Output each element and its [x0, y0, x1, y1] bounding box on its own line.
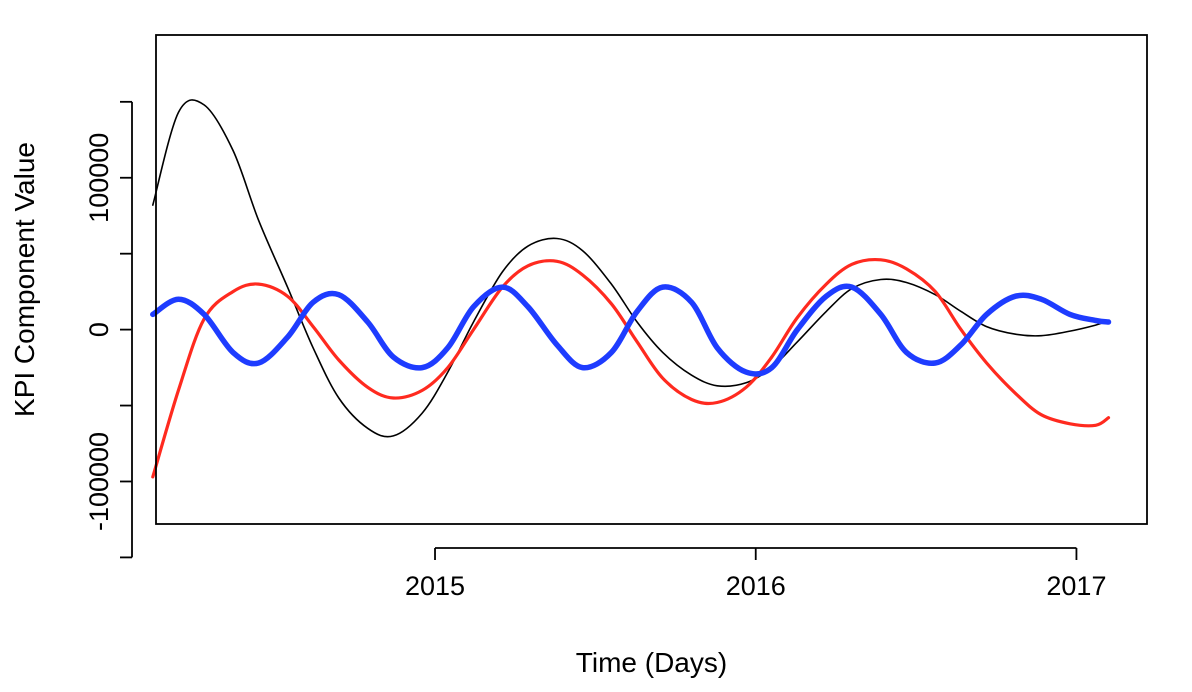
y-tick-label: 100000: [84, 133, 114, 223]
x-axis-title: Time (Days): [576, 647, 727, 678]
axis-layer: -100000 0 100000 2015 2016 2017: [84, 100, 1106, 601]
y-tick-label: -100000: [84, 432, 114, 531]
x-tick-label: 2016: [726, 571, 786, 601]
series-line-1: [152, 99, 1110, 438]
y-axis-title: KPI Component Value: [9, 142, 40, 417]
x-tick-label: 2015: [405, 571, 465, 601]
series-line-2: [151, 257, 1111, 479]
series-layer: [150, 99, 1112, 479]
plot-frame: [155, 34, 1148, 525]
series-line-3: [150, 283, 1112, 377]
y-tick-label: 0: [84, 322, 114, 337]
x-tick-label: 2017: [1046, 571, 1106, 601]
